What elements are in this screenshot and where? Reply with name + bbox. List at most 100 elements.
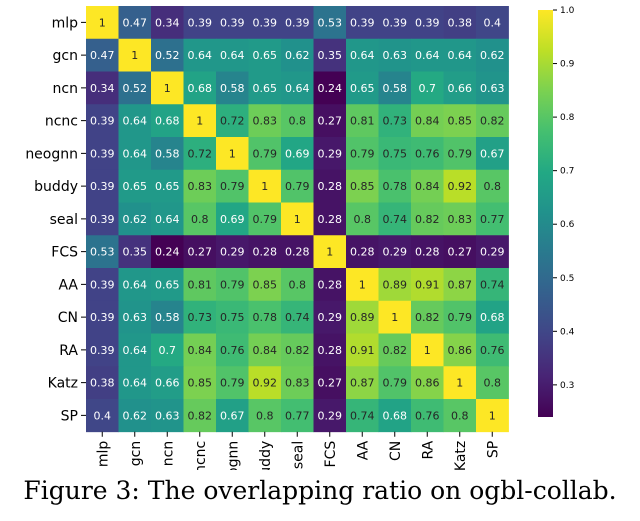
heatmap-cell-RA-CN	[378, 333, 412, 367]
heatmap-cell-RA-seal	[281, 333, 314, 367]
cell-value-label: 0.8	[289, 115, 307, 128]
heatmap-cell-buddy-AA	[346, 169, 379, 203]
colorbar-tick-label: 0.8	[560, 113, 575, 123]
heatmap-cell-FCS-neognn	[216, 235, 249, 269]
cell-value-label: 0.64	[350, 49, 375, 62]
heatmap-cell-mlp-FCS	[313, 6, 347, 40]
cell-value-label: 0.38	[448, 16, 473, 29]
heatmap-cell-neognn-AA	[346, 137, 379, 171]
cell-value-label: 0.87	[448, 278, 473, 291]
cell-value-label: 0.86	[448, 344, 473, 357]
cell-value-label: 0.39	[90, 344, 115, 357]
heatmap-cell-mlp-neognn	[216, 6, 249, 40]
heatmap-cell-seal-gcn	[118, 202, 152, 236]
y-tick-label-ncn: ncn	[53, 81, 78, 97]
cell-value-label: 0.62	[285, 49, 310, 62]
heatmap-cell-CN-buddy	[248, 300, 282, 334]
cell-value-label: 0.62	[480, 49, 505, 62]
heatmap-cell-seal-ncn	[151, 202, 184, 236]
heatmap-cell-ncn-ncnc	[183, 71, 217, 105]
cell-value-label: 0.29	[318, 311, 343, 324]
heatmap-cell-ncnc-mlp	[86, 104, 119, 138]
heatmap-cell-seal-mlp	[86, 202, 119, 236]
colorbar	[538, 10, 553, 417]
heatmap-cell-ncnc-CN	[378, 104, 412, 138]
cell-value-label: 0.58	[155, 311, 180, 324]
x-tick-label-ncnc: ncnc	[193, 441, 209, 470]
cell-value-label: 0.91	[350, 344, 375, 357]
cell-value-label: 0.47	[90, 49, 115, 62]
cell-value-label: 0.39	[90, 278, 115, 291]
cell-value-label: 1	[359, 278, 366, 291]
cell-value-label: 0.65	[155, 278, 180, 291]
y-tick-label-AA: AA	[58, 277, 78, 293]
x-tick-label-RA: RA	[420, 440, 436, 459]
heatmap-cell-ncnc-neognn	[216, 104, 249, 138]
heatmap-cell-buddy-Katz	[443, 169, 477, 203]
cell-value-label: 0.27	[448, 246, 473, 259]
cell-value-label: 0.8	[484, 377, 502, 390]
cell-value-label: 0.73	[383, 115, 408, 128]
heatmap-cell-mlp-AA	[346, 6, 379, 40]
x-tick-label-mlp: mlp	[95, 441, 111, 468]
heatmap-cell-ncn-Katz	[443, 71, 477, 105]
colorbar-tick-label: 0.4	[560, 327, 575, 337]
heatmap-cell-RA-neognn	[216, 333, 249, 367]
cell-value-label: 1	[131, 49, 138, 62]
cell-value-label: 1	[229, 147, 236, 160]
colorbar-tick-label: 1.0	[560, 6, 575, 16]
heatmap-cell-Katz-gcn	[118, 366, 152, 400]
heatmap-cell-ncn-seal	[281, 71, 314, 105]
heatmap-cell-neognn-Katz	[443, 137, 477, 171]
heatmap-cell-neognn-buddy	[248, 137, 282, 171]
cell-value-label: 0.74	[285, 311, 310, 324]
cell-value-label: 0.85	[448, 115, 473, 128]
cell-value-label: 0.64	[123, 377, 148, 390]
heatmap-cell-buddy-buddy	[248, 169, 282, 203]
cell-value-label: 0.28	[318, 213, 343, 226]
cell-value-label: 0.29	[318, 147, 343, 160]
heatmap-cell-SP-ncn	[151, 399, 184, 433]
cell-value-label: 0.78	[383, 180, 408, 193]
x-tick-label-gcn: gcn	[128, 441, 144, 466]
heatmap-cell-ncnc-AA	[346, 104, 379, 138]
heatmap-cell-FCS-AA	[346, 235, 379, 269]
heatmap-cell-ncnc-seal	[281, 104, 314, 138]
cell-value-label: 0.69	[285, 147, 310, 160]
heatmap-cell-Katz-mlp	[86, 366, 119, 400]
heatmap-cell-RA-buddy	[248, 333, 282, 367]
heatmap-cell-neognn-ncn	[151, 137, 184, 171]
cell-value-label: 0.39	[415, 16, 440, 29]
cell-value-label: 0.82	[415, 213, 440, 226]
heatmap-cell-neognn-seal	[281, 137, 314, 171]
cell-value-label: 0.29	[220, 246, 245, 259]
cell-value-label: 0.39	[350, 16, 375, 29]
heatmap-cell-AA-ncn	[151, 268, 184, 302]
heatmap-cell-SP-AA	[346, 399, 379, 433]
heatmap-cell-gcn-Katz	[443, 38, 477, 72]
cell-value-label: 1	[326, 246, 333, 259]
cell-value-label: 0.77	[285, 409, 310, 422]
heatmap-cell-AA-CN	[378, 268, 412, 302]
cell-value-label: 0.29	[318, 409, 343, 422]
heatmap-cell-FCS-CN	[378, 235, 412, 269]
cell-value-label: 0.68	[188, 82, 213, 95]
heatmap-cell-seal-FCS	[313, 202, 347, 236]
cell-value-label: 0.7	[419, 82, 437, 95]
heatmap-cell-SP-gcn	[118, 399, 152, 433]
cell-value-label: 0.8	[451, 409, 469, 422]
heatmap-cell-CN-gcn	[118, 300, 152, 334]
cell-value-label: 0.84	[415, 115, 440, 128]
y-tick-label-gcn: gcn	[53, 48, 78, 64]
y-tick-label-SP: SP	[61, 408, 78, 424]
cell-value-label: 0.79	[383, 377, 408, 390]
cell-value-label: 0.28	[415, 246, 440, 259]
cell-value-label: 1	[261, 180, 268, 193]
y-tick-label-seal: seal	[50, 212, 78, 228]
heatmap-cell-AA-ncnc	[183, 268, 217, 302]
cell-value-label: 1	[424, 344, 431, 357]
cell-value-label: 0.78	[253, 311, 278, 324]
cell-value-label: 0.75	[383, 147, 408, 160]
heatmap-cell-CN-ncnc	[183, 300, 217, 334]
cell-value-label: 0.27	[318, 115, 343, 128]
